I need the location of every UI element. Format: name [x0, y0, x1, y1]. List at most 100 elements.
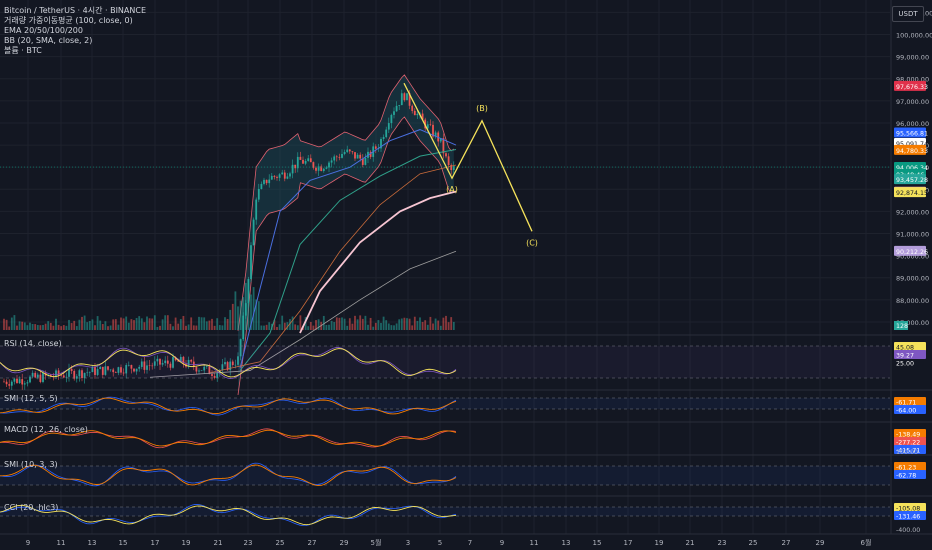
volume-bar	[304, 317, 307, 330]
legend-bb[interactable]: BB (20, SMA, close, 2)	[4, 36, 93, 45]
legend-ema[interactable]: EMA 20/50/100/200	[4, 26, 83, 35]
candle-body	[190, 359, 193, 362]
volume-bar	[57, 324, 60, 330]
candle-body	[29, 376, 31, 383]
rsi-label[interactable]: RSI (14, close)	[4, 339, 62, 348]
indicator-value: 25.00	[896, 361, 914, 368]
volume-bar	[135, 317, 138, 330]
volume-bar	[114, 319, 117, 330]
smi2-label[interactable]: SMI (10, 3, 3)	[4, 460, 58, 469]
volume-bar	[276, 326, 278, 330]
x-tick-label: 5월	[371, 538, 382, 547]
volume-bar	[161, 319, 164, 330]
price-axis-label: 92,874.15	[896, 190, 928, 197]
volume-bar	[39, 325, 42, 330]
candle-body	[125, 365, 128, 374]
y-tick-label: 91,000.00	[896, 231, 929, 239]
volume-bar	[203, 317, 206, 330]
volume-bar	[177, 323, 180, 330]
candle-body	[91, 367, 94, 373]
legend-vwma[interactable]: 거래량 가중이동평균 (100, close, 0)	[4, 16, 133, 25]
indicator-value-bg	[894, 437, 926, 446]
volume-bar	[283, 322, 286, 330]
volume-bar	[387, 323, 390, 330]
volume-bar	[112, 319, 115, 330]
candle-body	[434, 132, 437, 137]
volume-bar	[42, 324, 44, 330]
candle-body	[23, 383, 26, 385]
candle-body	[452, 166, 455, 171]
volume-bar	[190, 317, 193, 330]
candle-body	[325, 167, 328, 169]
indicator-value: 45.08	[896, 345, 914, 352]
volume-bar	[229, 309, 232, 330]
smi1-label[interactable]: SMI (12, 5, 5)	[4, 394, 58, 403]
volume-bar	[18, 321, 21, 330]
candle-body	[330, 160, 333, 163]
candle-body	[408, 93, 411, 106]
candle-body	[10, 381, 13, 386]
candle-body	[309, 158, 312, 163]
x-tick-label: 17	[151, 539, 160, 547]
volume-bar	[205, 321, 208, 330]
legend-volume[interactable]: 볼륨 · BTC	[4, 46, 42, 55]
candle-body	[96, 369, 99, 375]
volume-bar	[445, 315, 447, 330]
macd-label[interactable]: MACD (12, 26, close)	[4, 425, 88, 434]
volume-bar	[250, 294, 252, 330]
y-tick-label: 99,000.00	[896, 54, 929, 62]
volume-bar	[172, 326, 174, 330]
symbol-title[interactable]: Bitcoin / TetherUS · 4시간 · BINANCE	[4, 6, 147, 15]
candle-body	[107, 366, 109, 370]
volume-bar	[341, 317, 343, 330]
vwma-line	[299, 190, 457, 334]
x-tick-label: 27	[308, 539, 317, 547]
candle-body	[174, 357, 177, 361]
candle-body	[70, 368, 73, 371]
candle-body	[195, 367, 198, 372]
candle-body	[94, 367, 96, 375]
volume-bar	[94, 325, 96, 330]
candle-body	[312, 162, 315, 168]
volume-bar	[424, 320, 427, 330]
x-tick-label: 21	[686, 539, 695, 547]
volume-bar	[169, 323, 172, 330]
price-axis-label: 93,457.28	[896, 177, 928, 184]
wave-label: (B)	[476, 104, 488, 113]
candle-body	[166, 360, 169, 364]
price-axis-label-bg	[894, 127, 926, 138]
volume-bar	[21, 321, 24, 330]
volume-bar	[218, 325, 221, 330]
x-tick-label: 15	[593, 539, 602, 547]
x-tick-label: 13	[562, 539, 571, 547]
candle-body	[13, 378, 16, 382]
indicator-value-bg	[894, 470, 926, 479]
volume-bar	[164, 315, 167, 330]
volume-bar	[390, 325, 393, 330]
x-tick-label: 9	[500, 539, 504, 547]
candle-body	[213, 375, 216, 378]
candle-body	[143, 361, 146, 370]
volume-bar	[29, 322, 31, 330]
volume-bar	[179, 319, 182, 330]
volume-bar	[307, 326, 310, 330]
price-axis-label: 97,676.33	[896, 84, 928, 91]
volume-bar	[338, 317, 341, 330]
volume-bar	[315, 320, 317, 330]
candle-body	[307, 158, 310, 161]
cci-label[interactable]: CCI (20, hlc3)	[4, 503, 59, 512]
candle-body	[5, 381, 8, 385]
volume-bar	[447, 322, 450, 330]
chart-legend: Bitcoin / TetherUS · 4시간 · BINANCE 거래량 가…	[4, 6, 146, 56]
candle-body	[317, 166, 320, 171]
candle-body	[34, 372, 37, 378]
indicator-value: -138.49	[896, 432, 920, 439]
candle-body	[114, 372, 117, 373]
x-tick-label: 25	[749, 539, 758, 547]
wave-label: (C)	[526, 238, 538, 247]
currency-button[interactable]: USDT	[892, 6, 924, 22]
candle-body	[442, 138, 445, 154]
volume-bar	[395, 323, 398, 330]
volume-bar	[159, 325, 161, 330]
